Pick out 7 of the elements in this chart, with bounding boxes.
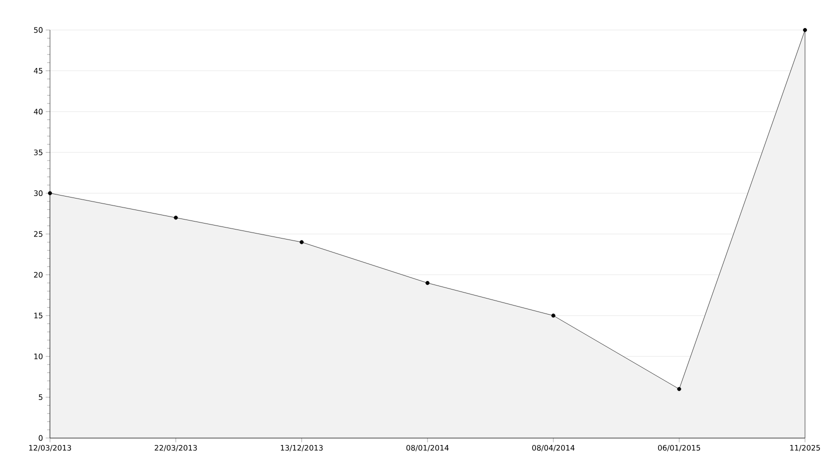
- point: [48, 191, 52, 196]
- point: [300, 240, 304, 244]
- point: [551, 314, 556, 318]
- point: [174, 216, 178, 220]
- point: [426, 280, 430, 285]
- point: [803, 28, 808, 32]
- point: [677, 387, 682, 392]
